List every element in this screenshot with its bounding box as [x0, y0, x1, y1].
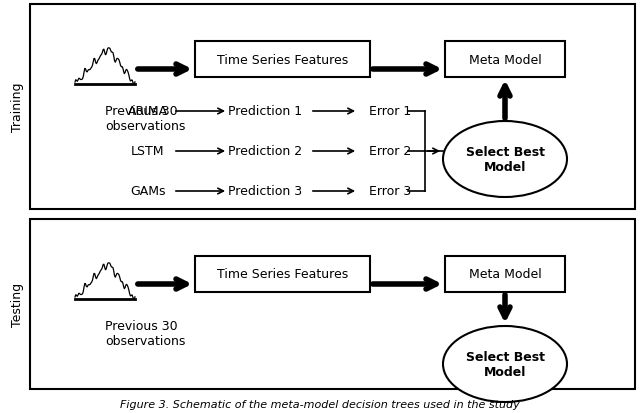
Text: GAMs: GAMs: [131, 185, 166, 198]
Ellipse shape: [443, 122, 567, 197]
Text: Training: Training: [12, 83, 24, 132]
Ellipse shape: [443, 326, 567, 402]
Text: Testing: Testing: [12, 282, 24, 326]
Text: Meta Model: Meta Model: [468, 268, 541, 281]
Text: Error 2: Error 2: [369, 145, 411, 158]
Bar: [195, 256, 370, 292]
Text: Prediction 2: Prediction 2: [228, 145, 302, 158]
Text: Meta Model: Meta Model: [468, 53, 541, 66]
Bar: [30, 219, 635, 389]
Text: Time Series Features: Time Series Features: [217, 268, 348, 281]
Text: Previous 30
observations: Previous 30 observations: [105, 319, 186, 347]
Text: Select Best
Model: Select Best Model: [465, 350, 545, 378]
Bar: [30, 5, 635, 209]
Text: LSTM: LSTM: [131, 145, 164, 158]
Text: ARIMA: ARIMA: [128, 105, 168, 118]
Text: Error 1: Error 1: [369, 105, 411, 118]
Text: Previous 30
observations: Previous 30 observations: [105, 105, 186, 133]
Bar: [195, 42, 370, 78]
Text: Select Best
Model: Select Best Model: [465, 146, 545, 173]
Text: Figure 3. Schematic of the meta-model decision trees used in the study: Figure 3. Schematic of the meta-model de…: [120, 399, 520, 409]
Text: Error 3: Error 3: [369, 185, 411, 198]
Bar: [445, 42, 565, 78]
Text: Prediction 3: Prediction 3: [228, 185, 302, 198]
Text: Time Series Features: Time Series Features: [217, 53, 348, 66]
Bar: [445, 256, 565, 292]
Text: Prediction 1: Prediction 1: [228, 105, 302, 118]
